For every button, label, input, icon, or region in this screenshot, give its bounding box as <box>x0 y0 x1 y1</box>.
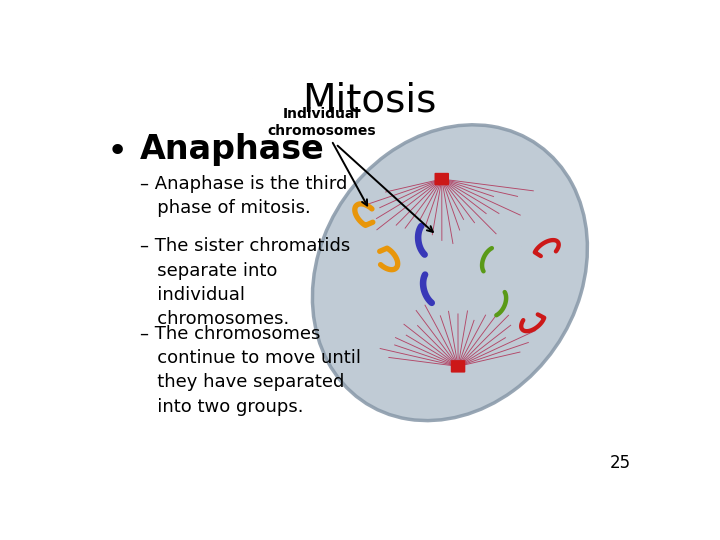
Text: – The sister chromatids
   separate into
   individual
   chromosomes.: – The sister chromatids separate into in… <box>140 238 351 328</box>
Text: •: • <box>107 136 128 170</box>
Text: Mitosis: Mitosis <box>302 82 436 119</box>
FancyBboxPatch shape <box>434 173 449 185</box>
Ellipse shape <box>312 125 588 421</box>
Text: Anaphase: Anaphase <box>140 133 325 166</box>
Text: 25: 25 <box>610 454 631 472</box>
Text: Individual
chromosomes: Individual chromosomes <box>267 107 376 206</box>
Text: – The chromosomes
   continue to move until
   they have separated
   into two g: – The chromosomes continue to move until… <box>140 325 361 416</box>
FancyBboxPatch shape <box>451 360 465 373</box>
Text: – Anaphase is the third
   phase of mitosis.: – Anaphase is the third phase of mitosis… <box>140 175 348 217</box>
